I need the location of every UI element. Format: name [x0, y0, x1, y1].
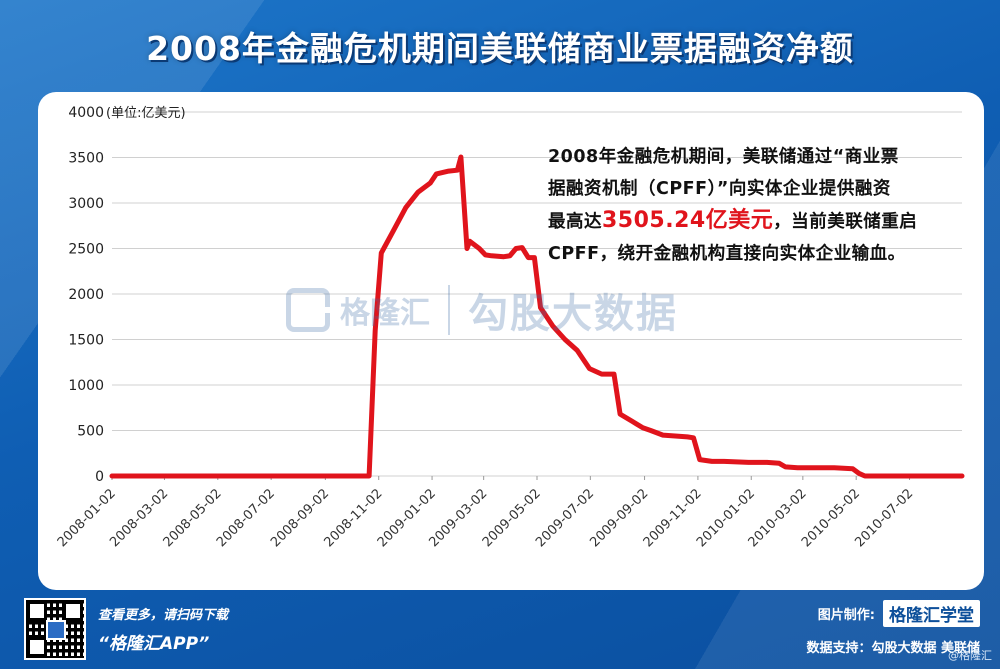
page-title: 2008年金融危机期间美联储商业票据融资净额 — [146, 29, 854, 68]
y-tick-label: 3000 — [68, 196, 104, 212]
annotation-line-1: 2008年金融危机期间，美联储通过“商业票 — [548, 147, 899, 167]
annotation-line-3: 最高达3505.24亿美元，当前美联储重启 — [548, 205, 968, 238]
series-line — [109, 154, 965, 479]
annotation-highlight: 3505.24亿美元 — [602, 208, 774, 233]
watermark-divider — [448, 285, 450, 335]
footer-right: 图片制作: 格隆汇学堂 数据支持：勾股大数据 美联储 — [806, 600, 980, 656]
y-tick-label: 500 — [77, 424, 104, 440]
watermark-name: 格隆汇 — [340, 296, 430, 331]
y-tick-label: 1500 — [68, 333, 104, 349]
watermark: 格隆汇 勾股大数据 — [286, 280, 678, 340]
corner-watermark: @格隆汇 — [948, 649, 992, 662]
annotation-line-4: CPFF，绕开金融机构直接向实体企业输血。 — [548, 244, 906, 264]
annotation-line-3-post: ，当前美联储重启 — [773, 212, 918, 232]
y-tick-label: 0 — [95, 469, 104, 485]
brand-logo: 格隆汇学堂 — [883, 600, 980, 627]
y-tick-label: 2500 — [68, 242, 104, 258]
y-tick-label: 2000 — [68, 287, 104, 303]
data-support: 数据支持：勾股大数据 美联储 — [806, 641, 980, 656]
scan-text: 查看更多，请扫码下载 — [98, 608, 229, 623]
y-tick-label: 1000 — [68, 378, 104, 394]
annotation-text: 2008年金融危机期间，美联储通过“商业票 据融资机制（CPFF）”向实体企业提… — [548, 141, 968, 270]
footer-left: 查看更多，请扫码下载 “格隆汇APP” — [24, 598, 228, 660]
y-tick-label: 3500 — [68, 151, 104, 167]
y-axis-unit-label: (单位:亿美元) — [106, 106, 186, 121]
made-by-label: 图片制作: — [817, 608, 875, 623]
qr-code-icon[interactable] — [24, 598, 86, 660]
app-text: “格隆汇APP” — [98, 634, 210, 654]
watermark-second: 勾股大数据 — [468, 291, 678, 337]
annotation-line-2: 据融资机制（CPFF）”向实体企业提供融资 — [548, 179, 891, 199]
y-tick-label: 4000 — [68, 105, 104, 121]
annotation-line-3-pre: 最高达 — [548, 212, 602, 232]
watermark-logo-icon — [286, 288, 330, 332]
chart-panel — [38, 92, 984, 590]
